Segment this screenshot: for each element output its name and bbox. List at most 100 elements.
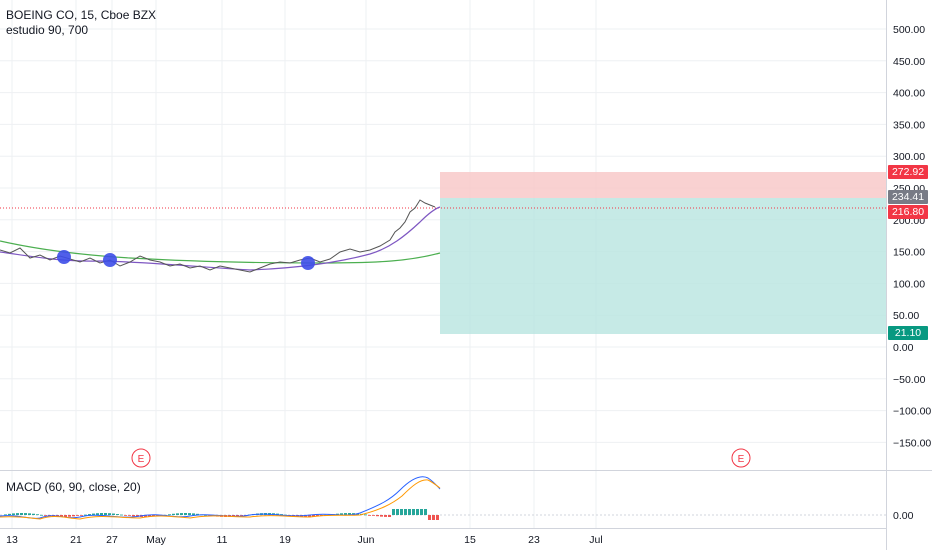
macd-histogram-bar (356, 513, 359, 515)
macd-histogram-bar (120, 514, 123, 516)
macd-histogram-bar (408, 509, 411, 515)
stop-loss-price-tag: 272.92 (888, 165, 928, 179)
macd-histogram-bar (96, 513, 99, 515)
macd-histogram-bar (196, 513, 199, 515)
earnings-badge[interactable]: E (731, 448, 751, 468)
study-label[interactable]: estudio 90, 700 (6, 23, 89, 37)
macd-histogram-bar (72, 515, 75, 517)
macd-histogram-bar (104, 513, 107, 515)
macd-histogram-bar (36, 514, 39, 516)
target-price-tag: 21.10 (888, 326, 928, 340)
macd-histogram-bar (16, 513, 19, 515)
time-tick-label: 23 (528, 534, 540, 546)
macd-signal-line (0, 479, 441, 520)
macd-histogram-bar (84, 514, 87, 516)
macd-histogram-bar (412, 509, 415, 515)
price-tick-label: −100.00 (893, 406, 931, 418)
macd-histogram-bar (240, 515, 243, 516)
stop-loss-zone[interactable] (440, 172, 886, 198)
price-axis[interactable]: 500.00450.00400.00350.00300.00250.00200.… (893, 24, 931, 449)
macd-histogram-bar (376, 515, 379, 517)
macd-histogram-bar (176, 513, 179, 515)
macd-histogram-bar (172, 513, 175, 515)
entry-price-tag: 234.41 (888, 190, 928, 204)
macd-histogram-bar (380, 515, 383, 517)
macd-histogram-bar (136, 515, 139, 517)
macd-zero-label: 0.00 (893, 510, 914, 522)
macd-histogram-bar (132, 515, 135, 517)
profit-target-zone[interactable] (440, 198, 886, 334)
macd-histogram-bar (384, 515, 387, 517)
macd-histogram-bar (88, 514, 91, 515)
price-tick-label: 150.00 (893, 247, 925, 259)
macd-histogram-bar (12, 513, 15, 515)
macd-histogram-bar (20, 513, 23, 515)
svg-text:E: E (738, 454, 745, 465)
time-tick-label: 21 (70, 534, 82, 546)
macd-histogram-bar (372, 515, 375, 516)
price-tick-label: −150.00 (893, 437, 931, 449)
signal-marker[interactable] (301, 256, 315, 270)
macd-histogram-bar (424, 509, 427, 515)
time-axis[interactable]: 13 21 27 May 11 19 Jun 15 23 Jul (6, 534, 603, 546)
signal-marker[interactable] (57, 250, 71, 264)
price-tick-label: 450.00 (893, 56, 925, 68)
macd-histogram-bar (4, 514, 7, 516)
price-candles (0, 199, 436, 273)
macd-histogram-bar (364, 514, 367, 516)
macd-histogram-bar (76, 515, 79, 516)
time-tick-label: Jun (358, 534, 375, 546)
macd-histogram-bar (280, 514, 283, 515)
time-tick-label: 19 (279, 534, 291, 546)
price-tick-label: 350.00 (893, 119, 925, 131)
macd-histogram-bar (392, 509, 395, 515)
macd-histogram-bar (148, 515, 151, 517)
macd-histogram-bar (80, 515, 83, 516)
macd-histogram-bar (348, 513, 351, 515)
macd-histogram-bar (24, 513, 27, 515)
macd-label[interactable]: MACD (60, 90, close, 20) (6, 480, 141, 494)
macd-histogram-bar (404, 509, 407, 515)
earnings-badge[interactable]: E (131, 448, 151, 468)
macd-histogram-bar (416, 509, 419, 515)
macd-histogram-bar (8, 513, 11, 515)
macd-histogram-bar (92, 513, 95, 515)
macd-histogram-bar (276, 513, 279, 515)
last-price-tag: 216.80 (888, 205, 928, 219)
macd-histogram-bar (144, 515, 147, 517)
svg-text:E: E (138, 454, 145, 465)
macd-histogram-bar (100, 513, 103, 515)
macd-histogram-bar (184, 513, 187, 515)
price-tick-label: 50.00 (893, 310, 919, 322)
macd-histogram-bar (400, 509, 403, 515)
macd-histogram-bar (28, 513, 31, 515)
macd-histogram-bar (60, 515, 63, 517)
macd-histogram-bar (188, 513, 191, 515)
macd-histogram-bar (124, 515, 127, 516)
macd-histogram-bar (128, 515, 131, 516)
time-tick-label: 11 (217, 534, 228, 546)
macd-histogram-bar (344, 513, 347, 515)
macd-histogram-bar (420, 509, 423, 515)
price-tick-label: 100.00 (893, 278, 925, 290)
price-tick-label: 400.00 (893, 88, 925, 100)
signal-marker[interactable] (103, 253, 117, 267)
price-tick-label: 0.00 (893, 342, 914, 354)
time-tick-label: 27 (106, 534, 118, 546)
symbol-title[interactable]: BOEING CO, 15, Cboe BZX (6, 8, 157, 22)
price-tick-label: 300.00 (893, 151, 925, 163)
macd-histogram-bar (64, 515, 67, 517)
macd-histogram-bar (312, 515, 315, 517)
macd-histogram-bar (116, 514, 119, 515)
macd-histogram-bar (40, 514, 43, 516)
macd-histogram-bar (68, 515, 71, 517)
time-tick-label: 13 (6, 534, 18, 546)
time-tick-label: May (146, 534, 167, 546)
macd-histogram-bar (168, 514, 171, 516)
price-tick-label: −50.00 (893, 374, 926, 386)
price-tick-label: 500.00 (893, 24, 925, 36)
macd-histogram-bar (32, 513, 35, 515)
macd-histogram-bar (432, 515, 435, 520)
macd-histogram-bar (180, 513, 183, 515)
